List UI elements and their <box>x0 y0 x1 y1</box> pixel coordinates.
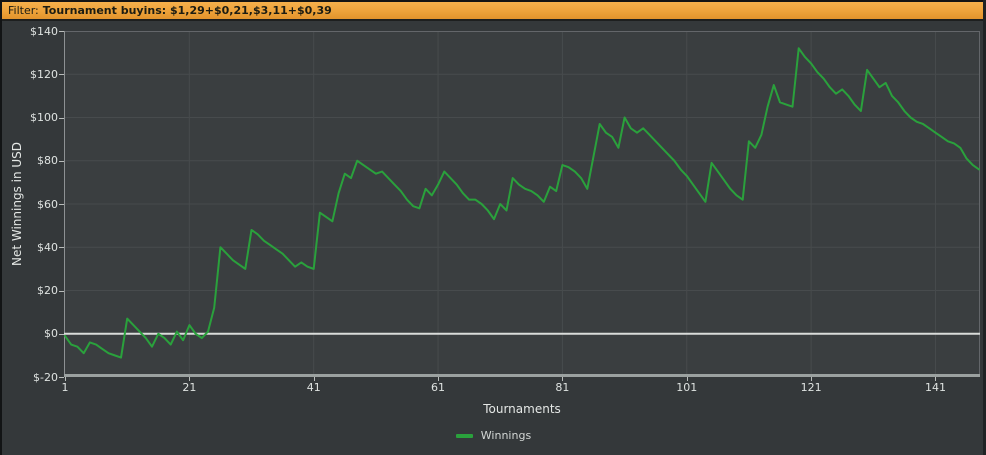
y-tick-label: $40 <box>37 240 58 254</box>
x-tick-mark <box>686 377 688 381</box>
chart-legend: Winnings <box>2 429 985 442</box>
y-tick-mark <box>59 377 64 378</box>
y-tick-mark <box>59 333 64 335</box>
filter-bar: Filter: Tournament buyins: $1,29+$0,21,$3… <box>2 0 983 21</box>
y-tick-label: $60 <box>37 197 58 211</box>
x-tick-label: 1 <box>61 381 69 394</box>
x-tick-label: 21 <box>182 381 197 394</box>
x-tick-label: 121 <box>800 381 822 394</box>
x-tick-label: 61 <box>431 381 446 394</box>
x-tick-label: 41 <box>306 381 321 394</box>
y-tick-mark <box>59 290 64 292</box>
x-tick-mark <box>313 377 315 381</box>
winnings-line[interactable] <box>64 47 980 359</box>
chart-plot-area[interactable] <box>64 31 980 377</box>
x-tick-label: 141 <box>924 381 946 394</box>
filter-label: Filter: <box>8 4 39 17</box>
y-tick-mark <box>59 117 64 119</box>
winnings-chart: Net Winnings in USD $140 $120 $100 $80 $60 $4… <box>2 21 983 455</box>
winnings-series-swatch <box>455 433 473 438</box>
x-tick-label: 101 <box>676 381 698 394</box>
x-tick-mark <box>65 377 66 381</box>
filter-value: Tournament buyins: $1,29+$0,21,$3,11+$0,… <box>42 4 332 17</box>
y-tick-label: $80 <box>37 154 58 168</box>
y-tick-mark <box>59 204 64 205</box>
y-tick-label: $0 <box>44 327 58 341</box>
y-tick-label: $20 <box>37 284 58 297</box>
x-tick-mark <box>935 377 937 381</box>
y-tick-mark <box>59 31 64 32</box>
y-tick-label: $-20 <box>33 370 58 384</box>
x-tick-mark <box>438 377 440 381</box>
x-tick-label: 81 <box>555 381 570 394</box>
y-tick-mark <box>59 74 64 76</box>
y-tick-mark <box>59 247 64 249</box>
y-tick-mark <box>59 160 64 162</box>
y-tick-label: $140 <box>30 24 58 38</box>
y-tick-label: $120 <box>30 67 58 81</box>
x-tick-mark <box>562 377 564 381</box>
y-tick-label: $100 <box>30 111 58 124</box>
x-axis-title: Tournaments <box>483 402 561 416</box>
winnings-series-label: Winnings <box>480 429 532 442</box>
x-tick-mark <box>811 377 813 381</box>
x-tick-mark <box>189 377 191 381</box>
